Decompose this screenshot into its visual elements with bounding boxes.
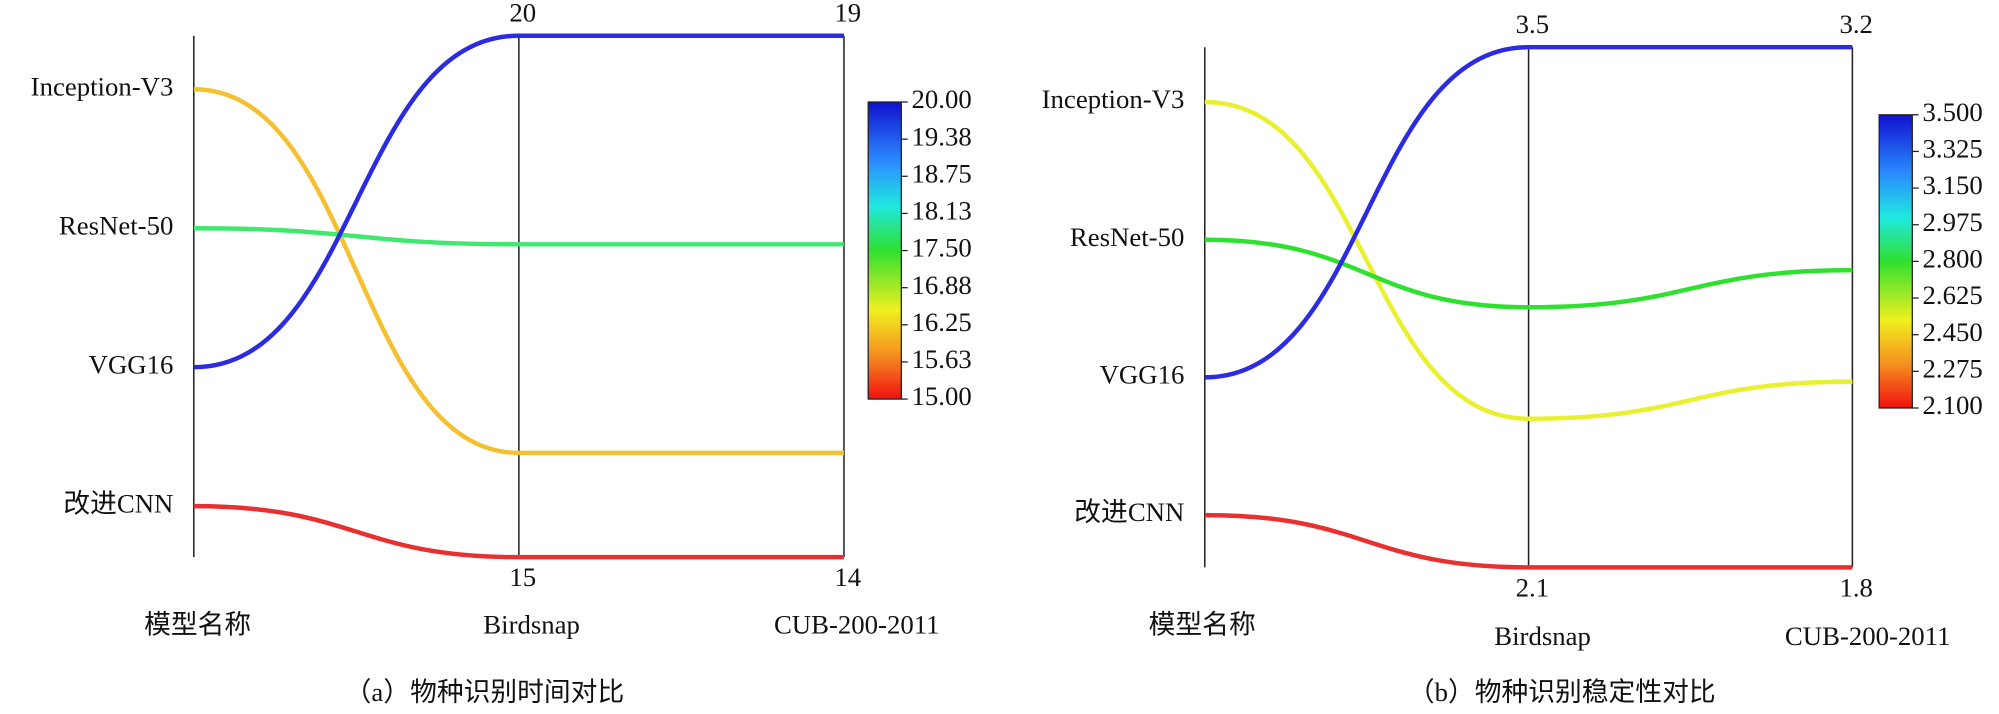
colorbar-tick-label: 2.450 (1923, 317, 1983, 347)
colorbar-tick-label: 15.63 (912, 344, 972, 374)
series-line (1204, 44, 1853, 380)
axis-name: CUB-200-2011 (1785, 621, 1951, 651)
colorbar-tick-label: 20.00 (912, 84, 972, 114)
category-label: VGG16 (1100, 360, 1185, 390)
axis-tick-label: 20 (509, 0, 536, 27)
axis-name: Birdsnap (483, 609, 580, 639)
axis-tick-label: 2.1 (1516, 572, 1549, 602)
axis-tick-label: 19 (834, 0, 861, 27)
series-line (1204, 237, 1853, 310)
series-line (193, 226, 844, 247)
category-label: ResNet-50 (59, 210, 173, 240)
category-label: 改进CNN (63, 488, 173, 518)
caption: （a）物种识别时间对比 (345, 677, 625, 707)
colorbar-tick-label: 18.75 (912, 158, 972, 188)
colorbar-tick-label: 3.150 (1923, 170, 1983, 200)
category-label: VGG16 (89, 349, 174, 379)
colorbar-tick-label: 2.275 (1923, 353, 1983, 383)
series-line (193, 87, 844, 456)
colorbar-tick-label: 2.800 (1923, 244, 1983, 274)
colorbar-tick-label: 16.88 (912, 270, 972, 300)
series-line (193, 33, 844, 370)
axis-tick-label: 3.5 (1516, 9, 1549, 39)
colorbar-tick-label: 19.38 (912, 121, 972, 151)
axis-tick-label: 1.8 (1839, 572, 1872, 602)
axis-tick-label: 15 (509, 562, 536, 592)
colorbar-tick-label: 17.50 (912, 233, 972, 263)
category-label: 改进CNN (1074, 497, 1184, 527)
axis-name: 模型名称 (1149, 609, 1256, 639)
caption: （b）物种识别稳定性对比 (1408, 677, 1716, 707)
category-label: Inception-V3 (31, 71, 174, 101)
colorbar-tick-label: 3.325 (1923, 134, 1983, 164)
colorbar-tick-label: 15.00 (912, 381, 972, 411)
colorbar (867, 101, 902, 400)
axis-name: CUB-200-2011 (774, 609, 940, 639)
axis-name: 模型名称 (144, 609, 251, 639)
axis-name: Birdsnap (1494, 621, 1591, 651)
colorbar-tick-label: 2.100 (1923, 390, 1983, 420)
colorbar-tick-label: 16.25 (912, 307, 972, 337)
series-line (1204, 512, 1853, 570)
axis-tick-label: 3.2 (1839, 9, 1872, 39)
axis-tick-label: 14 (834, 562, 861, 592)
series-line (193, 503, 844, 560)
colorbar-tick-label: 18.13 (912, 196, 972, 226)
category-label: ResNet-50 (1070, 222, 1184, 252)
colorbar-tick-label: 2.625 (1923, 280, 1983, 310)
category-label: Inception-V3 (1042, 84, 1185, 114)
colorbar-tick-label: 2.975 (1923, 207, 1983, 237)
colorbar (1878, 114, 1913, 409)
colorbar-tick-label: 3.500 (1923, 97, 1983, 127)
series-line (1204, 99, 1853, 421)
